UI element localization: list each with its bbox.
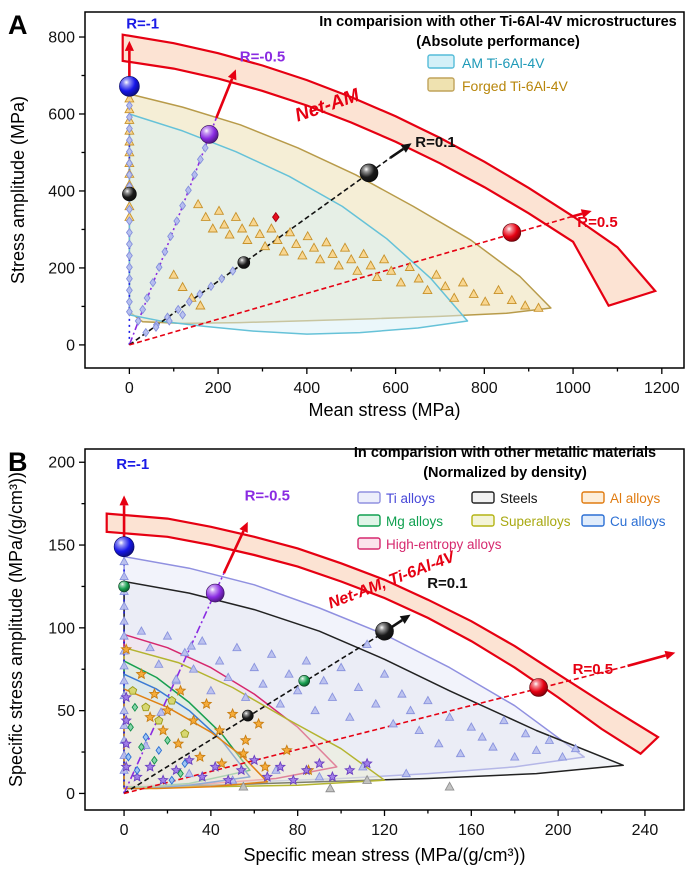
axes-frame <box>84 11 685 369</box>
legend-label: Steels <box>500 491 538 506</box>
x-tick-label: 800 <box>471 380 498 397</box>
panel-a-container: Net-AM R=-1 R=-0.5 R=0.1 R=0.5 0 200 400 600 800 1… <box>0 0 700 437</box>
r-ratio-label: R=0.5 <box>577 214 617 231</box>
legend-title: In comparision with other metallic mater… <box>354 445 656 461</box>
legend-label: Forged Ti-6Al-4V <box>462 78 568 94</box>
legend: In comparision with other Ti-6Al-4V micr… <box>319 14 676 94</box>
highlight-sphere <box>199 125 219 144</box>
x-tick-label: 200 <box>545 822 572 839</box>
legend-title: (Absolute performance) <box>416 34 580 50</box>
r-ratio-label: R=-0.5 <box>245 487 290 504</box>
r-line <box>123 635 379 795</box>
series-steels-data <box>238 774 455 793</box>
r-ratio-label: R=0.1 <box>427 575 467 592</box>
r-line <box>128 157 391 346</box>
legend-label: Mg alloys <box>386 514 443 529</box>
x-tick-label: 1000 <box>555 380 591 397</box>
x-tick-label: 240 <box>632 822 659 839</box>
ticks <box>79 36 663 374</box>
highlight-sphere <box>119 76 140 97</box>
y-axis-label: Stress amplitude (MPa) <box>8 96 28 284</box>
legend-swatch <box>357 491 381 504</box>
highlight-sphere <box>113 536 135 557</box>
legend-title: In comparision with other Ti-6Al-4V micr… <box>319 14 676 30</box>
highlight-sphere <box>375 621 394 641</box>
y-tick-label: 150 <box>48 538 75 555</box>
legend-swatch <box>471 514 495 527</box>
legend-label: AM Ti-6Al-4V <box>462 55 545 71</box>
highlight-sphere <box>529 678 548 697</box>
legend-swatch <box>357 514 381 527</box>
legend-label: Al alloys <box>610 491 661 506</box>
highlight-sphere <box>242 709 254 722</box>
y-tick-label: 50 <box>57 703 75 720</box>
legend-swatch <box>581 491 605 504</box>
highlight-sphere <box>205 583 225 603</box>
y-axis-label: Specific stress amplitude (MPa/(g/cm³)) <box>6 472 26 787</box>
chart-panel-B: Net-AM, Ti-6Al-4VR=-1R=-0.5R=0.1R=0.50 40… <box>0 437 700 875</box>
highlight-sphere <box>298 675 311 687</box>
x-tick-label: 120 <box>371 822 398 839</box>
x-tick-label: 160 <box>458 822 485 839</box>
legend-title: (Normalized by density) <box>423 465 587 481</box>
legend: In comparision with other metallic mater… <box>354 445 666 552</box>
y-tick-label: 200 <box>48 260 75 277</box>
region-am-ti-6al-4v-region <box>128 113 469 335</box>
highlight-sphere <box>118 580 130 593</box>
y-tick-label: 0 <box>66 786 75 803</box>
r-ratio-label: R=0.1 <box>415 134 455 151</box>
r-ratio-label: R=-1 <box>126 16 159 33</box>
x-tick-label: 200 <box>205 380 232 397</box>
chart-panel-A: Net-AMR=-1R=-0.5R=0.1R=0.50 200 400 600 800 1… <box>0 0 700 437</box>
y-tick-label: 800 <box>48 30 75 47</box>
r-ratio-label: R=-0.5 <box>240 49 285 66</box>
r-ratio-label: R=-1 <box>116 456 149 473</box>
x-axis-label: Specific mean stress (MPa/(g/cm³)) <box>243 845 525 865</box>
highlight-sphere <box>502 223 522 242</box>
legend-label: Ti alloys <box>386 491 435 506</box>
highlight-sphere <box>122 186 137 202</box>
r-line <box>129 215 572 346</box>
net-am-band <box>105 512 660 756</box>
highlight-sphere <box>237 256 251 269</box>
legend-label: Cu alloys <box>610 514 666 529</box>
series-superalloys-data <box>128 686 190 738</box>
x-tick-label: 600 <box>382 380 409 397</box>
panel-letter: B <box>8 447 28 477</box>
legend-swatch <box>357 537 381 550</box>
panel-letter: A <box>8 10 28 40</box>
x-axis-label: Mean stress (MPa) <box>308 400 460 420</box>
series-highlight-red-diamond <box>272 211 280 223</box>
x-tick-label: 0 <box>125 380 134 397</box>
x-tick-label: 40 <box>202 822 220 839</box>
plot-area <box>119 33 658 346</box>
legend-label: High-entropy alloys <box>386 537 502 552</box>
legend-swatch <box>581 514 605 527</box>
y-tick-label: 0 <box>66 337 75 354</box>
legend-label: Superalloys <box>500 514 571 529</box>
y-tick-label: 600 <box>48 106 75 123</box>
y-tick-label: 400 <box>48 183 75 200</box>
series-mg-alloys-data <box>127 702 184 779</box>
y-tick-label: 100 <box>48 620 75 637</box>
x-tick-label: 80 <box>289 822 307 839</box>
r-ratio-label: R=0.5 <box>573 661 613 678</box>
ticks <box>79 461 646 816</box>
x-tick-label: 400 <box>294 380 321 397</box>
net-am-band <box>121 33 658 308</box>
plot-area <box>105 495 676 795</box>
legend-swatch <box>427 77 455 92</box>
series-cu-alloys-data <box>125 732 189 785</box>
y-tick-label: 200 <box>48 455 75 472</box>
x-tick-label: 0 <box>120 822 129 839</box>
highlight-sphere <box>359 163 379 183</box>
legend-swatch <box>427 54 455 69</box>
legend-swatch <box>471 491 495 504</box>
panel-b-container: Net-AM, Ti-6Al-4V R=-1 R=-0.5 R=0.1 R=0.5 0 40… <box>0 437 700 875</box>
x-tick-label: 1200 <box>644 380 680 397</box>
